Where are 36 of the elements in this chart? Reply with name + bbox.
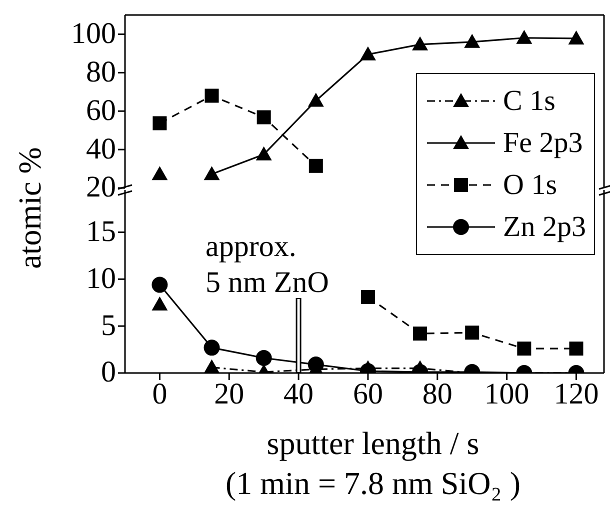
point xyxy=(204,88,219,103)
y-tick-label: 0 xyxy=(101,356,116,389)
legend-label: Zn 2p3 xyxy=(503,210,586,245)
point xyxy=(152,166,168,180)
point xyxy=(152,116,167,130)
x-tick-label: 80 xyxy=(422,377,452,410)
point xyxy=(464,34,480,48)
x-tick-label: 100 xyxy=(484,377,530,410)
point xyxy=(308,92,324,107)
x-tick-label: 120 xyxy=(554,377,599,410)
y-tick-label: 60 xyxy=(86,94,116,127)
point xyxy=(256,110,271,124)
x-tick-label: 0 xyxy=(152,377,168,410)
point xyxy=(568,30,584,44)
y-tick-label: 20 xyxy=(86,170,116,204)
point xyxy=(204,166,220,180)
point xyxy=(308,158,323,173)
y-tick-label: 80 xyxy=(86,55,116,88)
legend-label: C 1s xyxy=(503,84,556,119)
x-tick-label: 60 xyxy=(352,377,383,410)
point xyxy=(516,30,532,44)
point xyxy=(360,46,376,60)
point xyxy=(412,36,428,50)
point xyxy=(256,146,272,160)
y-tick-label: 40 xyxy=(86,132,116,166)
x-tick-label: 20 xyxy=(214,377,244,410)
y-tick-label: 10 xyxy=(86,262,116,295)
y-tick-label: 15 xyxy=(86,214,116,248)
legend-label: O 1s xyxy=(503,168,557,203)
legend-label: Fe 2p3 xyxy=(503,126,583,161)
ref-line-label: approx. 5 nm ZnO xyxy=(206,230,329,299)
x-axis-title: sputter length / s (1 min = 7.8 nm SiO₂ ) xyxy=(224,424,522,503)
y-tick-label: 100 xyxy=(71,16,116,50)
x-tick-label: 40 xyxy=(284,377,314,410)
y-axis-title: atomic % xyxy=(12,147,48,269)
y-tick-label: 5 xyxy=(101,308,116,342)
